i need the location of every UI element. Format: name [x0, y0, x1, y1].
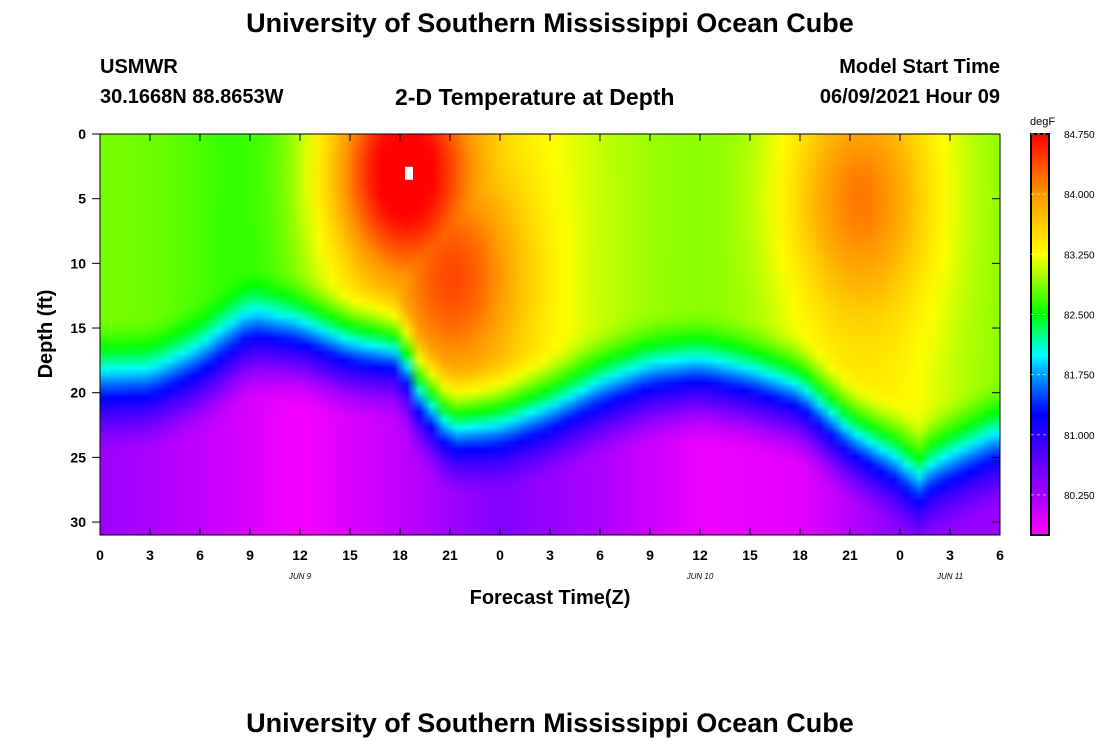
y-tick-label: 20: [70, 385, 86, 401]
model-start-value: 06/09/2021 Hour 09: [819, 86, 1000, 108]
colorbar-unit: degF: [1030, 116, 1055, 128]
date-labels: JUN 9 JUN 10 JUN 11: [288, 572, 963, 581]
heatmap-cells: [100, 134, 1000, 535]
x-tick-label: 21: [442, 547, 458, 563]
x-tick-label: 6: [996, 547, 1004, 563]
x-axis: 0 3 6 9 12 15 18 21 0 3 6 9 12 15 18 21 0 3 6: [96, 134, 1004, 563]
y-tick-label: 5: [78, 191, 86, 207]
x-tick-label: 15: [342, 547, 358, 563]
x-tick-label: 0: [896, 547, 904, 563]
x-tick-label: 6: [196, 547, 204, 563]
y-axis-label: Depth (ft): [35, 290, 57, 379]
station-name: USMWR: [100, 56, 178, 78]
colorbar-tick-label: 81.000: [1064, 431, 1095, 442]
y-axis: 0 5 10 15 20 25 30: [70, 126, 1000, 530]
colorbar-tick-label: 84.000: [1064, 190, 1095, 201]
x-tick-label: 0: [496, 547, 504, 563]
y-tick-label: 25: [70, 449, 86, 465]
date-label: JUN 9: [288, 572, 312, 581]
date-label: JUN 10: [686, 572, 714, 581]
x-tick-label: 21: [842, 547, 858, 563]
x-tick-label: 0: [96, 547, 104, 563]
x-tick-label: 15: [742, 547, 758, 563]
x-tick-label: 18: [792, 547, 808, 563]
x-tick-label: 6: [596, 547, 604, 563]
colorbar: degF 84.750 84.000 83.250 82.500 81.750 81.00…: [1030, 116, 1095, 536]
colorbar-tick-label: 81.750: [1064, 371, 1095, 382]
page-title: University of Southern Mississippi Ocean…: [246, 8, 854, 38]
x-tick-label: 12: [692, 547, 708, 563]
x-tick-label: 9: [646, 547, 654, 563]
y-tick-label: 30: [70, 514, 86, 530]
y-tick-label: 15: [70, 320, 86, 336]
footer-title: University of Southern Mississippi Ocean…: [246, 708, 854, 738]
max-temperature-marker: [405, 166, 413, 180]
x-axis-label: Forecast Time(Z): [470, 587, 631, 609]
x-tick-label: 18: [392, 547, 408, 563]
colorbar-tick-label: 82.500: [1064, 310, 1095, 321]
model-start-label: Model Start Time: [839, 56, 1000, 78]
y-tick-label: 0: [78, 126, 86, 142]
colorbar-tick-label: 84.750: [1064, 130, 1095, 141]
station-coordinates: 30.1668N 88.8653W: [100, 86, 284, 108]
x-tick-label: 3: [946, 547, 954, 563]
x-tick-label: 3: [146, 547, 154, 563]
colorbar-tick-label: 83.250: [1064, 250, 1095, 261]
x-tick-label: 3: [546, 547, 554, 563]
chart-subtitle: 2-D Temperature at Depth: [395, 84, 675, 110]
date-label: JUN 11: [936, 572, 963, 581]
x-tick-label: 12: [292, 547, 308, 563]
y-tick-label: 10: [70, 255, 86, 271]
x-tick-label: 9: [246, 547, 254, 563]
colorbar-tick-label: 80.250: [1064, 491, 1095, 502]
